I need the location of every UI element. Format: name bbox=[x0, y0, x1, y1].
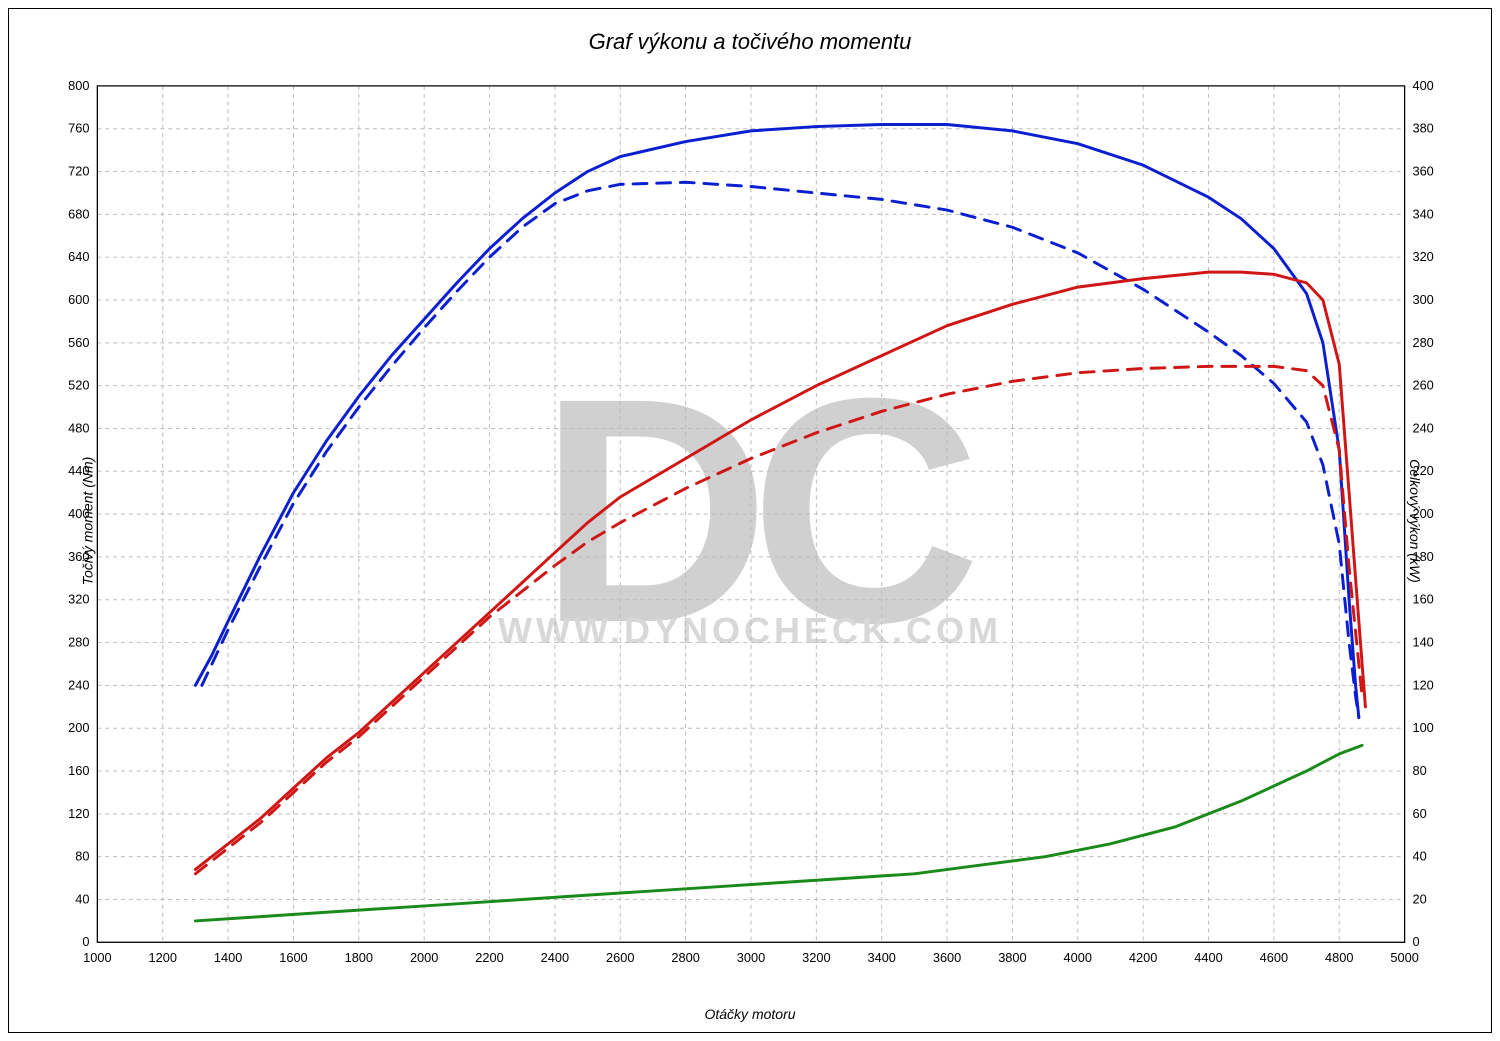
y-right-tick-label: 140 bbox=[1412, 634, 1433, 649]
y-right-tick-label: 80 bbox=[1412, 763, 1426, 778]
y-left-tick-label: 120 bbox=[68, 806, 89, 821]
y-left-tick-label: 400 bbox=[68, 506, 89, 521]
y-right-tick-label: 300 bbox=[1412, 292, 1433, 307]
y-right-tick-label: 380 bbox=[1412, 121, 1433, 136]
y-right-tick-label: 160 bbox=[1412, 592, 1433, 607]
x-tick-label: 1000 bbox=[83, 950, 111, 965]
y-left-tick-label: 40 bbox=[75, 891, 89, 906]
y-right-tick-label: 260 bbox=[1412, 378, 1433, 393]
series-torque_solid bbox=[195, 124, 1358, 717]
y-right-tick-label: 20 bbox=[1412, 891, 1426, 906]
y-left-tick-label: 280 bbox=[68, 634, 89, 649]
y-left-tick-label: 640 bbox=[68, 249, 89, 264]
x-tick-label: 2800 bbox=[671, 950, 699, 965]
y-right-tick-label: 60 bbox=[1412, 806, 1426, 821]
y-left-tick-label: 160 bbox=[68, 763, 89, 778]
y-right-tick-label: 320 bbox=[1412, 249, 1433, 264]
x-tick-label: 3200 bbox=[802, 950, 830, 965]
y-left-tick-label: 480 bbox=[68, 420, 89, 435]
y-left-tick-label: 200 bbox=[68, 720, 89, 735]
x-tick-label: 2200 bbox=[475, 950, 503, 965]
y-right-tick-label: 400 bbox=[1412, 78, 1433, 93]
x-tick-label: 5000 bbox=[1390, 950, 1418, 965]
x-tick-label: 1200 bbox=[149, 950, 177, 965]
y-right-tick-label: 240 bbox=[1412, 420, 1433, 435]
x-tick-label: 3600 bbox=[933, 950, 961, 965]
y-left-tick-label: 240 bbox=[68, 677, 89, 692]
y-left-tick-label: 720 bbox=[68, 163, 89, 178]
y-right-tick-label: 100 bbox=[1412, 720, 1433, 735]
x-tick-label: 4200 bbox=[1129, 950, 1157, 965]
y-left-tick-label: 320 bbox=[68, 592, 89, 607]
y-right-tick-label: 220 bbox=[1412, 463, 1433, 478]
y-right-tick-label: 360 bbox=[1412, 163, 1433, 178]
x-tick-label: 1600 bbox=[279, 950, 307, 965]
series-green_solid bbox=[195, 745, 1362, 921]
y-left-tick-label: 600 bbox=[68, 292, 89, 307]
x-tick-label: 3000 bbox=[737, 950, 765, 965]
series-torque_dashed bbox=[202, 182, 1359, 717]
y-left-tick-label: 760 bbox=[68, 121, 89, 136]
chart-frame: DC WWW.DYNOCHECK.COM Graf výkonu a točiv… bbox=[8, 8, 1492, 1033]
y-left-tick-label: 440 bbox=[68, 463, 89, 478]
y-right-tick-label: 40 bbox=[1412, 849, 1426, 864]
y-right-tick-label: 280 bbox=[1412, 335, 1433, 350]
y-left-tick-label: 520 bbox=[68, 378, 89, 393]
x-tick-label: 2000 bbox=[410, 950, 438, 965]
x-tick-label: 2600 bbox=[606, 950, 634, 965]
y-left-tick-label: 80 bbox=[75, 849, 89, 864]
y-left-tick-label: 560 bbox=[68, 335, 89, 350]
x-tick-label: 4800 bbox=[1325, 950, 1353, 965]
y-left-tick-label: 0 bbox=[82, 934, 89, 949]
chart-plot: 1000120014001600180020002200240026002800… bbox=[17, 17, 1483, 1024]
x-tick-label: 4600 bbox=[1260, 950, 1288, 965]
y-right-tick-label: 120 bbox=[1412, 677, 1433, 692]
x-tick-label: 1800 bbox=[345, 950, 373, 965]
series-power_solid bbox=[195, 272, 1365, 869]
y-left-tick-label: 800 bbox=[68, 78, 89, 93]
y-right-tick-label: 180 bbox=[1412, 549, 1433, 564]
x-tick-label: 1400 bbox=[214, 950, 242, 965]
series-power_dashed bbox=[195, 366, 1362, 873]
x-tick-label: 4400 bbox=[1194, 950, 1222, 965]
x-tick-label: 3400 bbox=[867, 950, 895, 965]
y-right-tick-label: 0 bbox=[1412, 934, 1419, 949]
x-tick-label: 4000 bbox=[1064, 950, 1092, 965]
x-tick-label: 2400 bbox=[541, 950, 569, 965]
x-tick-label: 3800 bbox=[998, 950, 1026, 965]
y-right-tick-label: 340 bbox=[1412, 206, 1433, 221]
y-right-tick-label: 200 bbox=[1412, 506, 1433, 521]
y-left-tick-label: 680 bbox=[68, 206, 89, 221]
y-left-tick-label: 360 bbox=[68, 549, 89, 564]
